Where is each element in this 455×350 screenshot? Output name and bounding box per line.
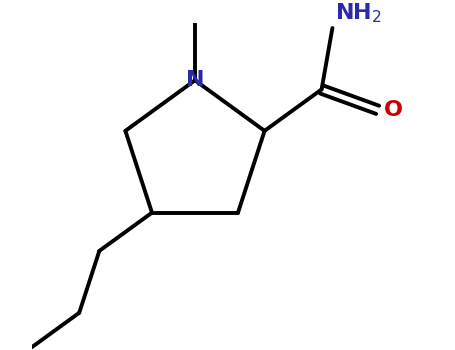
Text: N: N — [186, 70, 204, 90]
Text: NH$_2$: NH$_2$ — [335, 2, 382, 25]
Text: O: O — [384, 100, 403, 120]
